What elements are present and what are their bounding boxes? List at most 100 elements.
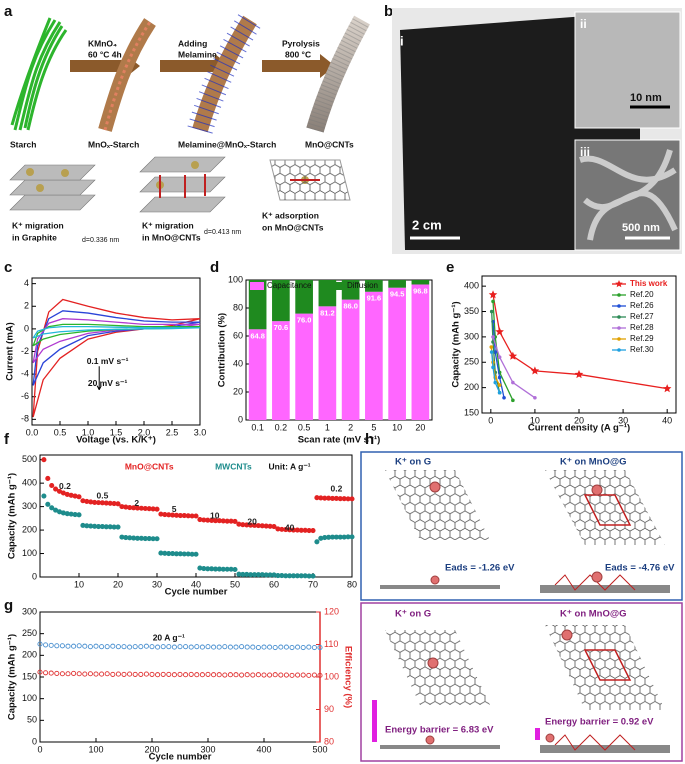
point [110, 643, 116, 649]
point [193, 551, 199, 557]
data-label: 76.0 [297, 316, 312, 325]
label: Adding [178, 38, 207, 48]
point [143, 643, 149, 649]
label: d=0.413 nm [204, 229, 241, 236]
marker [511, 398, 515, 403]
x-axis-label: Scan rate (mV s⁻¹) [298, 435, 381, 446]
point [132, 644, 138, 650]
point [233, 672, 239, 678]
point [278, 672, 284, 678]
y-tick-label: 400 [22, 478, 37, 488]
point [227, 672, 233, 678]
point [41, 493, 47, 499]
point [54, 670, 60, 676]
point [300, 672, 306, 678]
point [43, 642, 49, 648]
point [188, 671, 194, 677]
data-label: 91.6 [367, 294, 382, 303]
annotation: 20 A g⁻¹ [153, 632, 185, 642]
data-label: 96.8 [413, 286, 428, 295]
annotation: 20 [247, 516, 257, 526]
series-line [491, 352, 501, 393]
point [166, 644, 172, 650]
y-tick-label: 100 [22, 548, 37, 558]
point [154, 536, 160, 542]
point [311, 672, 317, 678]
point [71, 643, 77, 649]
point [49, 505, 55, 511]
x-tick-label: 1.0 [82, 427, 95, 437]
y-tick-label: 80 [233, 302, 243, 312]
point [283, 672, 289, 678]
point [49, 482, 55, 489]
x-tick-label: 20 [113, 579, 123, 589]
point [261, 672, 267, 678]
inset-tem [574, 11, 681, 129]
point [121, 644, 127, 650]
series-line [32, 325, 201, 339]
point [250, 644, 256, 650]
y2-axis-label: Efficiency (%) [342, 646, 353, 708]
x-tick-label: 3.0 [194, 427, 207, 437]
x-tick-label: 0.5 [54, 427, 67, 437]
bar-segment [272, 280, 290, 322]
label: Energy barrier = 6.83 eV [385, 725, 494, 736]
x-tick-label: 10 [530, 415, 540, 425]
x-axis-label: Cycle number [149, 752, 212, 763]
x-tick-label: 0.0 [26, 427, 39, 437]
point [82, 643, 88, 649]
series-line [32, 323, 201, 347]
label: iii [580, 145, 590, 159]
panel-label: f [4, 431, 10, 448]
annotation: 0.1 mV s⁻¹ [87, 356, 129, 366]
point [278, 644, 284, 650]
x-tick-label: 2 [348, 422, 353, 432]
y2-tick-label: 90 [324, 704, 334, 714]
point [138, 671, 144, 677]
marker [497, 383, 502, 387]
point [244, 672, 250, 678]
point [54, 643, 60, 649]
x-tick-label: 500 [312, 744, 327, 754]
legend-label: This work [630, 279, 668, 288]
label: K⁺ on G [395, 457, 431, 468]
point [314, 539, 320, 545]
legend-marker [615, 280, 623, 288]
x-tick-label: 0.1 [251, 422, 264, 432]
label: in Graphite [12, 232, 57, 242]
point [138, 644, 144, 650]
y-tick-label: 60 [233, 330, 243, 340]
x-tick-label: 300 [200, 744, 215, 754]
panel-label: a [4, 3, 13, 20]
series-line [492, 294, 668, 390]
bar-segment [365, 291, 383, 420]
y2-tick-label: 110 [324, 639, 338, 649]
bar-segment [388, 287, 406, 420]
y-tick-label: 400 [464, 281, 479, 291]
x-tick-label: 200 [144, 744, 159, 754]
point [76, 671, 82, 677]
point [349, 534, 355, 540]
point [271, 524, 277, 530]
point [160, 671, 166, 677]
point [115, 501, 121, 507]
x-tick-label: 20 [574, 415, 584, 425]
arrow [96, 366, 102, 390]
label: 500 nm [622, 222, 660, 234]
x-tick-label: 2.0 [138, 427, 151, 437]
legend-label: MWCNTs [215, 461, 252, 471]
label: K⁺ on G [395, 609, 431, 620]
point [244, 644, 250, 650]
legend-label: Ref.20 [630, 290, 654, 299]
label: 60 °C 4h [88, 49, 122, 59]
point [267, 672, 273, 678]
graphene-sheets [372, 470, 670, 753]
y-tick-label: 50 [27, 715, 37, 725]
panel-label: h [365, 431, 374, 448]
point [65, 671, 71, 677]
x-tick-label: 20 [415, 422, 425, 432]
marker [493, 380, 498, 385]
point [160, 644, 166, 650]
point [272, 644, 278, 651]
x-tick-label: 70 [308, 579, 318, 589]
